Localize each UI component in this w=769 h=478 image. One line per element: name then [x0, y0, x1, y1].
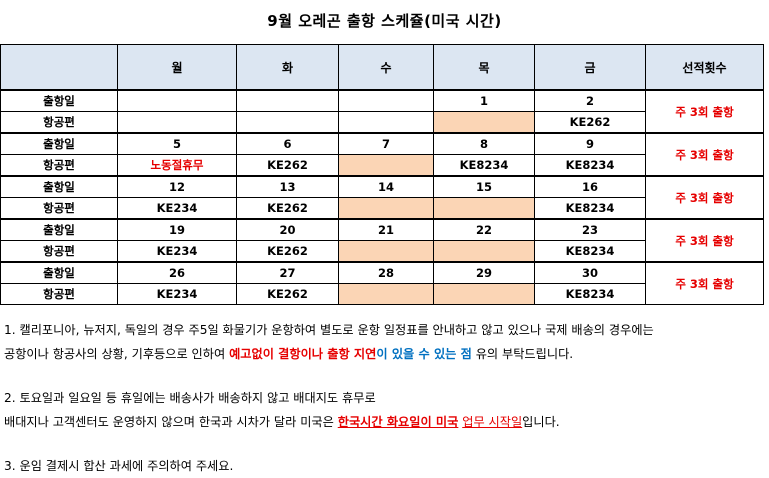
note-3: 3. 운임 결제시 합산 과세에 주의하여 주세요. [4, 459, 234, 473]
note-1-tail: 유의 부탁드립니다. [471, 347, 574, 361]
flight-cell [236, 111, 339, 134]
holiday-cell: 노동절휴무 [117, 154, 237, 177]
date-cell: 9 [534, 132, 646, 155]
flight-cell: KE262 [236, 197, 339, 220]
flight-cell-no-flight [338, 154, 434, 177]
note-2-line-1: 2. 토요일과 일요일 등 휴일에는 배송사가 배송하지 않고 배대지도 휴무로 [4, 391, 376, 405]
header-wed: 수 [338, 44, 434, 91]
table-row: 출항일 19 20 21 22 23 주 3회 출항 [0, 218, 764, 263]
date-cell: 1 [433, 89, 535, 112]
frequency-cell: 주 3회 출항 [645, 89, 764, 134]
header-blank [0, 44, 118, 91]
flight-cell: KE262 [236, 240, 339, 263]
flight-cell: KE262 [236, 154, 339, 177]
note-1-line-2: 공항이나 항공사의 상황, 기후등으로 인하여 예고없이 결항이나 출항 지연이… [4, 342, 766, 366]
flight-cell: KE262 [534, 111, 646, 134]
flight-cell: KE8234 [534, 240, 646, 263]
table-row: 항공편 KE234 KE262 KE8234 [0, 283, 764, 305]
notes-section: 1. 캘리포니아, 뉴저지, 독일의 경우 주5일 화물기가 운항하여 별도로 … [4, 318, 766, 478]
date-cell: 8 [433, 132, 535, 155]
flight-cell: KE8234 [433, 154, 535, 177]
row-label-departure: 출항일 [0, 89, 118, 112]
date-cell: 30 [534, 261, 646, 284]
header-mon: 월 [117, 44, 237, 91]
flight-cell: KE234 [117, 283, 237, 305]
header-tue: 화 [236, 44, 339, 91]
header-fri: 금 [534, 44, 646, 91]
flight-cell-no-flight [433, 283, 535, 305]
table-row: 출항일 1 2 주 3회 출항 [0, 89, 764, 134]
date-cell: 27 [236, 261, 339, 284]
date-cell: 21 [338, 218, 434, 241]
flight-cell-no-flight [338, 283, 434, 305]
row-label-flight: 항공편 [0, 197, 118, 220]
note-1-warning-blue: 이 있을 수 있는 점 [376, 347, 472, 361]
row-label-departure: 출항일 [0, 261, 118, 284]
header-thu: 목 [433, 44, 535, 91]
table-row: 출항일 12 13 14 15 16 주 3회 출항 [0, 175, 764, 220]
date-cell: 14 [338, 175, 434, 198]
flight-cell-no-flight [338, 240, 434, 263]
date-cell [338, 89, 434, 112]
table-row: 항공편 KE262 [0, 111, 764, 134]
flight-cell-no-flight [433, 197, 535, 220]
date-cell: 15 [433, 175, 535, 198]
header-frequency: 선적횟수 [645, 44, 764, 91]
row-label-departure: 출항일 [0, 218, 118, 241]
flight-cell-no-flight [338, 197, 434, 220]
flight-cell: KE234 [117, 240, 237, 263]
table-row: 항공편 노동절휴무 KE262 KE8234 KE8234 [0, 154, 764, 177]
note-1-text: 공항이나 항공사의 상황, 기후등으로 인하여 [4, 347, 230, 361]
note-2-line-2: 배대지나 고객센터도 운영하지 않으며 한국과 시차가 달라 미국은 한국시간 … [4, 410, 766, 434]
date-cell: 6 [236, 132, 339, 155]
flight-cell [117, 111, 237, 134]
table-row: 출항일 5 6 7 8 9 주 3회 출항 [0, 132, 764, 177]
flight-cell: KE234 [117, 197, 237, 220]
flight-cell: KE262 [236, 283, 339, 305]
note-2-tail: 입니다. [522, 415, 560, 429]
date-cell: 29 [433, 261, 535, 284]
row-label-flight: 항공편 [0, 154, 118, 177]
date-cell [117, 89, 237, 112]
date-cell: 16 [534, 175, 646, 198]
note-2-highlight-2: 업무 시작일 [462, 415, 523, 429]
flight-cell: KE8234 [534, 283, 646, 305]
date-cell: 19 [117, 218, 237, 241]
flight-cell: KE8234 [534, 154, 646, 177]
schedule-table: 월 화 수 목 금 선적횟수 출항일 1 2 주 3회 출항 항공편 KE262 [0, 44, 764, 305]
row-label-departure: 출항일 [0, 132, 118, 155]
note-2-text: 배대지나 고객센터도 운영하지 않으며 한국과 시차가 달라 미국은 [4, 415, 338, 429]
note-2-highlight: 한국시간 화요일이 미국 [337, 415, 459, 429]
flight-cell: KE8234 [534, 197, 646, 220]
table-row: 출항일 26 27 28 29 30 주 3회 출항 [0, 261, 764, 305]
date-cell: 5 [117, 132, 237, 155]
date-cell: 20 [236, 218, 339, 241]
frequency-cell: 주 3회 출항 [645, 175, 764, 220]
row-label-flight: 항공편 [0, 240, 118, 263]
date-cell: 12 [117, 175, 237, 198]
flight-cell-no-flight [433, 111, 535, 134]
note-1-line-1: 1. 캘리포니아, 뉴저지, 독일의 경우 주5일 화물기가 운항하여 별도로 … [4, 323, 654, 337]
date-cell: 26 [117, 261, 237, 284]
date-cell: 28 [338, 261, 434, 284]
row-label-departure: 출항일 [0, 175, 118, 198]
date-cell: 2 [534, 89, 646, 112]
date-cell: 13 [236, 175, 339, 198]
table-header-row: 월 화 수 목 금 선적횟수 [0, 44, 764, 91]
note-1-warning-red: 예고없이 결항이나 출항 지연 [229, 347, 377, 361]
row-label-flight: 항공편 [0, 283, 118, 305]
frequency-cell: 주 3회 출항 [645, 261, 764, 305]
frequency-cell: 주 3회 출항 [645, 132, 764, 177]
frequency-cell: 주 3회 출항 [645, 218, 764, 263]
table-row: 항공편 KE234 KE262 KE8234 [0, 197, 764, 220]
date-cell [236, 89, 339, 112]
row-label-flight: 항공편 [0, 111, 118, 134]
date-cell: 22 [433, 218, 535, 241]
page-title: 9월 오레곤 출항 스케쥴(미국 시간) [267, 12, 502, 30]
date-cell: 7 [338, 132, 434, 155]
flight-cell [338, 111, 434, 134]
flight-cell-no-flight [433, 240, 535, 263]
date-cell: 23 [534, 218, 646, 241]
